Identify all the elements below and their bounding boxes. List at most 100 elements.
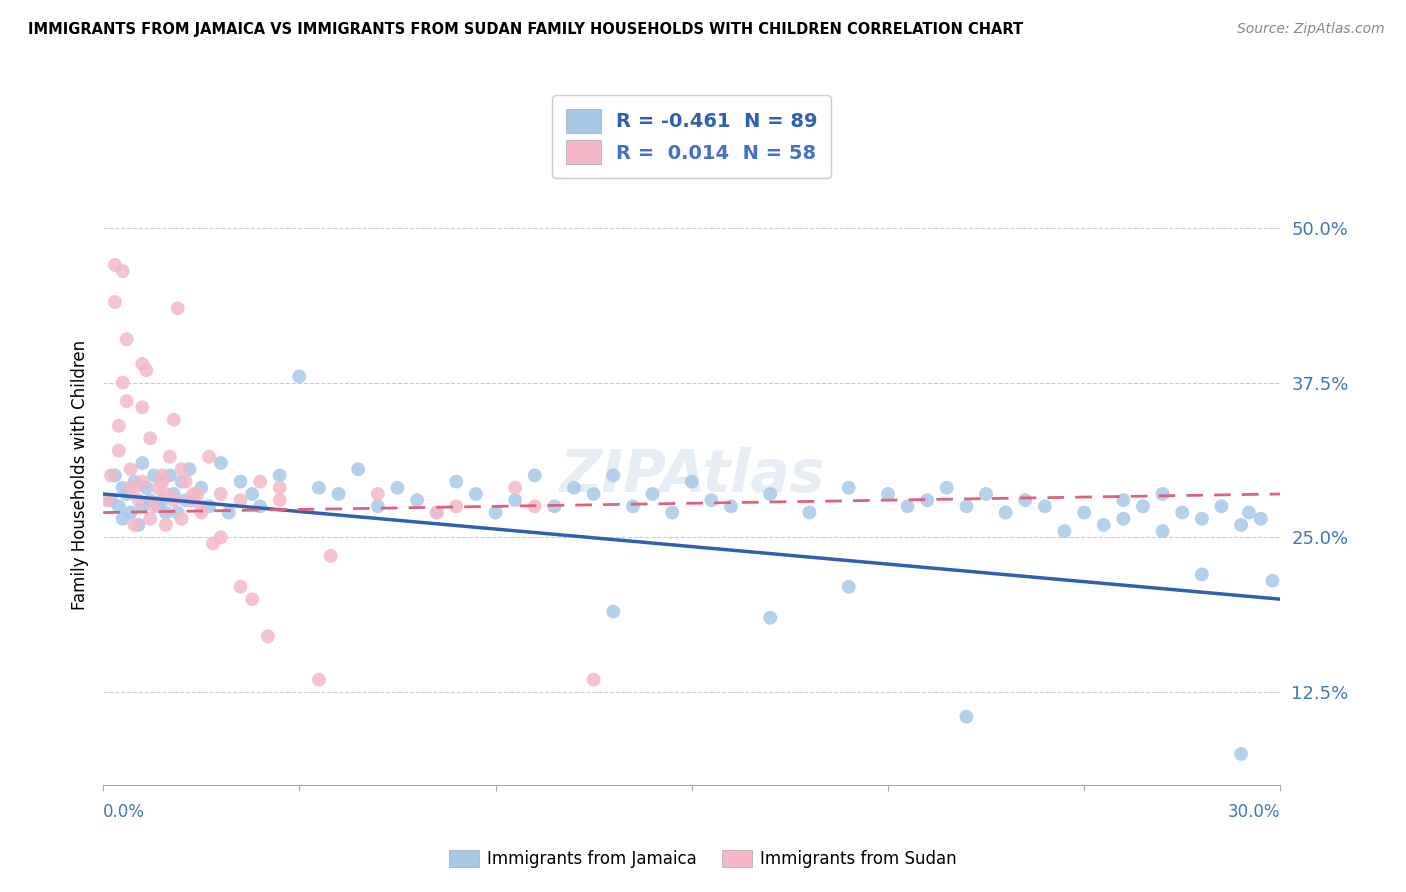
Point [111,481,134,495]
Point [484,506,506,520]
Point [387,481,409,495]
Point [955,500,977,514]
Point [229,493,252,508]
Legend: Immigrants from Jamaica, Immigrants from Sudan: Immigrants from Jamaica, Immigrants from… [443,843,963,875]
Point [621,500,644,514]
Point [115,394,138,409]
Point [661,506,683,520]
Point [1152,524,1174,538]
Point [1152,487,1174,501]
Point [108,500,131,514]
Point [1132,500,1154,514]
Point [446,475,468,489]
Point [150,475,173,489]
Point [124,481,146,495]
Point [139,493,162,508]
Point [240,487,263,501]
Point [131,500,153,514]
Point [915,493,938,508]
Point [347,462,370,476]
Point [1191,512,1213,526]
Point [257,629,280,643]
Point [120,506,142,520]
Point [269,468,291,483]
Text: Source: ZipAtlas.com: Source: ZipAtlas.com [1237,22,1385,37]
Point [681,475,703,489]
Point [799,506,821,520]
Point [1092,517,1115,532]
Point [111,264,134,278]
Point [139,431,162,445]
Point [1191,567,1213,582]
Point [150,468,173,483]
Point [135,481,157,495]
Point [143,500,166,514]
Point [582,487,605,501]
Point [700,493,723,508]
Point [115,487,138,501]
Point [446,500,468,514]
Legend: R = -0.461  N = 89, R =  0.014  N = 58: R = -0.461 N = 89, R = 0.014 N = 58 [553,95,831,178]
Point [100,468,122,483]
Point [190,506,212,520]
Point [170,512,193,526]
Point [209,456,232,470]
Point [503,481,526,495]
Point [602,468,624,483]
Point [146,481,169,495]
Point [896,500,918,514]
Point [1033,500,1056,514]
Point [308,673,330,687]
Point [543,500,565,514]
Point [183,493,205,508]
Point [170,475,193,489]
Point [249,500,271,514]
Point [838,580,860,594]
Point [209,487,232,501]
Point [367,500,389,514]
Point [1211,500,1233,514]
Point [100,493,122,508]
Point [115,332,138,346]
Point [464,487,486,501]
Point [1261,574,1284,588]
Point [159,450,181,464]
Point [229,580,252,594]
Point [111,512,134,526]
Point [198,450,221,464]
Point [426,506,449,520]
Point [503,493,526,508]
Point [523,468,546,483]
Point [127,517,149,532]
Point [1230,747,1253,761]
Point [190,481,212,495]
Point [367,487,389,501]
Point [139,512,162,526]
Point [131,401,153,415]
Point [562,481,585,495]
Text: ZIPAtlas: ZIPAtlas [560,447,824,504]
Point [249,475,271,489]
Point [183,487,205,501]
Point [146,500,169,514]
Point [155,487,177,501]
Point [124,475,146,489]
Point [120,481,142,495]
Point [150,493,173,508]
Point [198,500,221,514]
Point [582,673,605,687]
Text: 30.0%: 30.0% [1227,804,1281,822]
Point [759,611,782,625]
Point [104,258,127,272]
Point [155,517,177,532]
Point [108,418,131,433]
Point [308,481,330,495]
Point [641,487,664,501]
Point [170,462,193,476]
Point [1112,512,1135,526]
Point [166,301,188,316]
Point [838,481,860,495]
Point [935,481,957,495]
Point [111,376,134,390]
Point [124,517,146,532]
